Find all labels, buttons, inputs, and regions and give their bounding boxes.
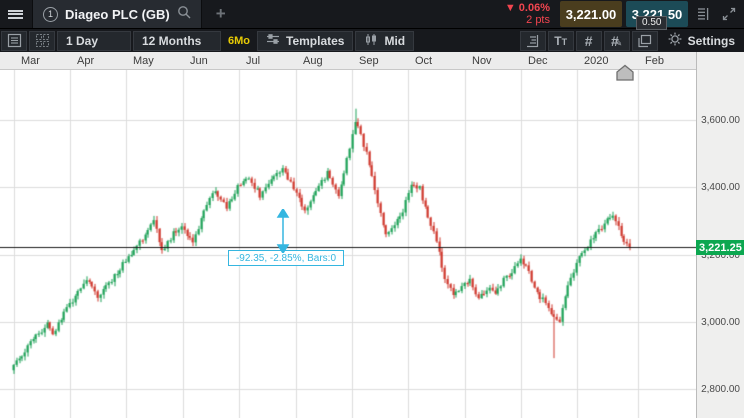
down-triangle-icon: ▼ — [504, 2, 516, 14]
price-change: ▼ 0.06% 2 pts — [505, 2, 550, 26]
top-bar: 1 Diageo PLC (GB) + ▼ 0.06% 2 pts 3,221.… — [0, 0, 744, 30]
y-axis-label: 2,800.00 — [701, 384, 740, 396]
x-axis-label: Apr — [77, 55, 95, 67]
current-price-badge: 3,221.25 — [696, 240, 744, 256]
layout-grid-icon[interactable] — [29, 30, 55, 51]
x-axis-label: Feb — [645, 55, 664, 67]
x-axis-label: May — [133, 55, 154, 67]
price-type-dropdown[interactable]: Mid — [355, 30, 415, 51]
gridlines-icon[interactable]: # — [575, 30, 602, 51]
main-menu-button[interactable] — [0, 0, 30, 28]
y-axis-price-strip[interactable]: 3,600.003,400.003,200.003,000.002,800.00 — [696, 52, 744, 418]
instrument-title: Diageo PLC (GB) — [65, 6, 170, 22]
change-points: 2 pts — [526, 14, 550, 26]
change-percent: ▼ 0.06% — [504, 2, 550, 14]
y-axis-label: 3,600.00 — [701, 115, 740, 127]
windows-cascade-icon[interactable] — [631, 30, 658, 51]
sell-button[interactable]: 3,221.00 — [560, 1, 622, 27]
settings-button[interactable]: Settings — [660, 31, 743, 51]
range-dropdown[interactable]: 12 Months — [133, 30, 221, 51]
x-axis-label: Jun — [190, 55, 208, 67]
hamburger-icon — [7, 8, 23, 20]
price-chart-canvas[interactable] — [0, 70, 696, 418]
search-icon[interactable] — [177, 5, 191, 24]
y-axis-label: 3,400.00 — [701, 182, 740, 194]
x-axis-month-strip[interactable]: Mar Apr May Jun Jul Aug Sep Oct Nov Dec 2020 Feb — [0, 52, 696, 70]
scroll-position-marker[interactable] — [615, 64, 635, 81]
x-axis-label: Sep — [359, 55, 379, 67]
x-axis-label: Aug — [303, 55, 323, 67]
sliders-icon — [266, 33, 280, 48]
quote-panel: ▼ 0.06% 2 pts 3,221.00 3,221.50 0.50 — [505, 0, 744, 30]
x-axis-label: Oct — [415, 55, 433, 67]
measurement-annotation-label[interactable]: -92.35, -2.85%, Bars:0 — [228, 250, 344, 266]
add-tab-button[interactable]: + — [215, 4, 226, 23]
fullscreen-expand-icon[interactable] — [716, 1, 742, 27]
gear-icon — [668, 32, 682, 49]
x-axis-label: Nov — [472, 55, 492, 67]
text-size-icon[interactable]: TT — [547, 30, 574, 51]
templates-button[interactable]: Templates — [257, 30, 354, 51]
x-axis-label: Dec — [528, 55, 548, 67]
sell-buy-group: 3,221.00 3,221.50 0.50 — [558, 0, 690, 30]
tab-index-badge: 1 — [43, 6, 58, 22]
x-axis-label: Jul — [246, 55, 261, 67]
drawing-tools-icon[interactable]: # ✎ — [603, 30, 630, 51]
candlestick-icon — [364, 33, 378, 49]
y-axis-label: 3,000.00 — [701, 316, 740, 328]
instrument-tab[interactable]: 1 Diageo PLC (GB) — [32, 0, 202, 28]
x-axis-label: Mar — [21, 55, 40, 67]
spread-badge: 0.50 — [636, 16, 668, 30]
x-axis-label: 2020 — [584, 55, 609, 67]
timeframe-dropdown[interactable]: 1 Day — [57, 30, 131, 51]
price-scale-icon[interactable] — [519, 30, 546, 51]
market-depth-icon[interactable] — [690, 1, 716, 27]
watchlist-icon[interactable] — [1, 30, 27, 51]
quick-range-6mo-button[interactable]: 6Mo — [228, 34, 250, 47]
measurement-arrow[interactable] — [274, 209, 292, 253]
chart-toolbar: 1 Day 12 Months 6Mo Templates Mid TT # #… — [0, 28, 744, 52]
